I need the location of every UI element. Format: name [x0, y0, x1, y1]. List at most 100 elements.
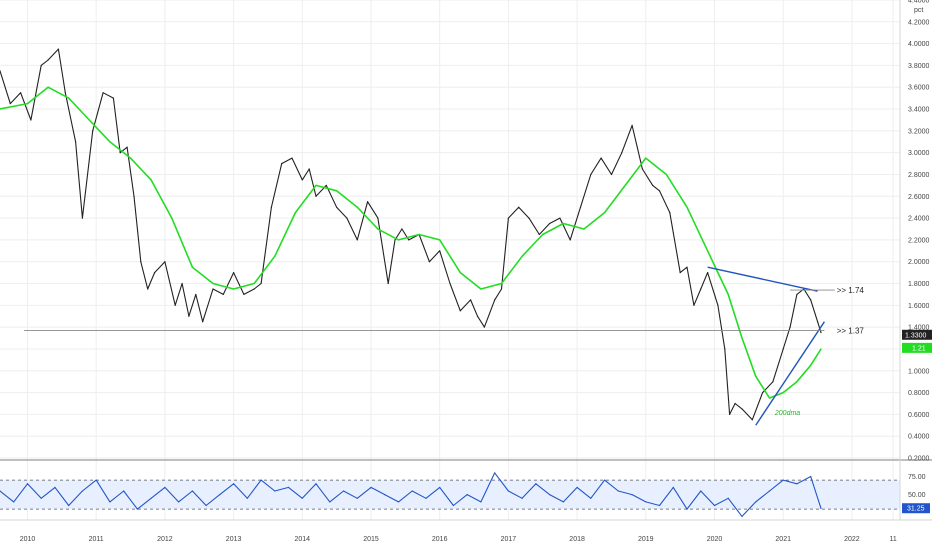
yield-point	[549, 222, 551, 225]
y-tick-label: 1.6000	[908, 303, 930, 310]
x-tick-label: 2012	[157, 536, 173, 543]
ma-point	[480, 288, 482, 290]
chart-annotation: 200dma	[774, 410, 800, 417]
y-tick-label: 0.8000	[908, 390, 930, 397]
yield-point	[366, 201, 369, 203]
ma-price-tag	[902, 342, 932, 353]
rsi-point	[782, 479, 784, 481]
y-axis-unit: pct	[914, 7, 923, 14]
y-tick-label: 2.6000	[908, 194, 930, 201]
yield-point	[133, 195, 135, 197]
y-tick-label: 1.8000	[908, 281, 930, 288]
yield-point	[270, 206, 272, 208]
yield-point	[459, 310, 461, 312]
rsi-point	[603, 479, 606, 481]
ma-point	[294, 212, 297, 214]
last-price-label: 1.3300	[905, 332, 927, 339]
rsi-point	[411, 490, 413, 492]
ma-point	[796, 381, 798, 383]
yield-point	[494, 299, 496, 301]
y-tick-label: 1.4000	[908, 325, 930, 332]
trendline-layer	[24, 266, 835, 426]
ma-point	[150, 179, 152, 181]
yield-point	[92, 130, 94, 132]
rsi-point	[590, 497, 592, 499]
x-tick-label: 2018	[569, 536, 585, 543]
rsi-point	[466, 494, 468, 496]
rsi-point	[397, 501, 400, 503]
yield-point	[751, 419, 753, 421]
ma-point	[603, 212, 606, 214]
ma-point	[727, 293, 729, 296]
yield-point	[174, 304, 176, 306]
ma-point	[47, 86, 49, 88]
yield-point	[57, 48, 59, 50]
yield-point	[559, 217, 561, 219]
ma-point	[191, 266, 193, 268]
yield-point	[741, 408, 743, 410]
rsi-point	[260, 479, 262, 481]
grid-layer	[0, 0, 932, 520]
series-line-yield	[0, 48, 822, 421]
yield-point	[734, 402, 736, 405]
yield-point	[126, 146, 128, 148]
yield-point	[679, 272, 681, 274]
yield-point	[394, 239, 396, 241]
ma-point	[418, 233, 420, 236]
yield-point	[140, 261, 142, 263]
yield-point	[428, 261, 430, 263]
yield-point	[212, 288, 214, 290]
rsi-point	[191, 490, 193, 492]
yield-point	[816, 321, 819, 323]
ma-point	[129, 157, 132, 159]
yield-point	[181, 282, 183, 285]
x-tick-label: 2013	[226, 536, 242, 543]
rsi-point	[713, 504, 716, 507]
yield-point	[0, 70, 1, 72]
yield-point	[810, 299, 812, 301]
rsi-point	[232, 483, 235, 485]
rsi-point	[452, 504, 455, 507]
yield-point	[600, 157, 602, 159]
price-layer	[0, 48, 822, 421]
yield-point	[356, 239, 358, 241]
yield-point	[590, 173, 592, 176]
x-tick-label: 2014	[295, 536, 311, 543]
yield-point	[112, 97, 114, 99]
rsi-point	[617, 490, 619, 492]
yield-point	[729, 413, 731, 415]
y-tick-label: 3.0000	[908, 150, 930, 157]
yield-point	[439, 250, 441, 252]
y-tick-label: 0.2000	[908, 456, 930, 463]
rsi-point	[494, 472, 496, 474]
y-tick-label: 4.2000	[908, 19, 930, 26]
rsi-point	[700, 490, 702, 492]
yield-point	[796, 293, 798, 296]
rsi-point	[54, 486, 56, 488]
ma-point	[820, 348, 822, 350]
rsi-point	[246, 497, 248, 499]
yield-point	[387, 282, 389, 285]
x-tick-label: 11	[889, 536, 896, 543]
x-tick-label: 2015	[363, 536, 379, 543]
series-line-ma	[0, 86, 822, 399]
y-tick-label: 0.4000	[908, 434, 930, 441]
rsi-point	[755, 501, 757, 503]
rsi-point	[645, 501, 647, 503]
rsi-point	[95, 479, 97, 481]
yield-point	[669, 212, 671, 214]
yield-point	[500, 288, 503, 290]
rsi-point	[342, 490, 345, 492]
ma-point	[459, 272, 461, 274]
rsi-point	[370, 486, 372, 488]
yield-point	[281, 162, 283, 165]
ma-point	[755, 375, 757, 377]
yield-point	[772, 381, 774, 383]
rsi-point	[274, 490, 276, 492]
ma-point	[707, 250, 709, 252]
ma-point	[624, 184, 626, 186]
ma-point	[741, 337, 743, 339]
